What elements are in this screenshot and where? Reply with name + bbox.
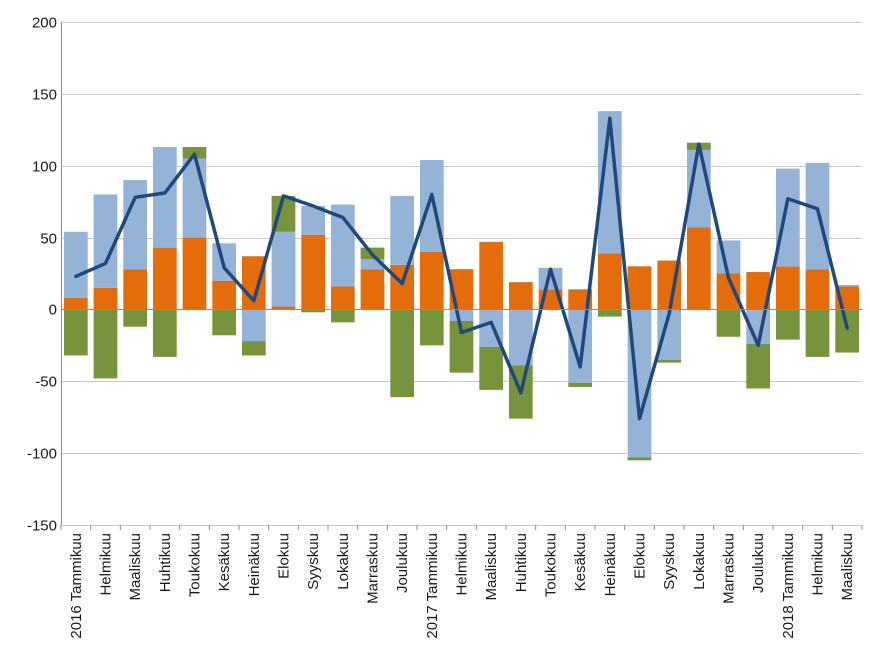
x-tick-label: Kesäkuu (572, 533, 589, 591)
bar-segment (330, 286, 355, 310)
bar-segment (301, 234, 326, 310)
x-tick-label: 2016 Tammikuu (68, 533, 85, 639)
x-tick-label: Huhtikuu (513, 533, 530, 592)
line-series (74, 116, 849, 421)
bar-segment (597, 111, 622, 254)
x-tick-label: Helmikuu (98, 533, 115, 596)
bar-segment (182, 158, 207, 238)
x-tick-label: Maaliskuu (483, 533, 500, 601)
bar-segment (479, 241, 504, 310)
x-tick-label: Toukokuu (543, 533, 560, 597)
bar-segment (746, 343, 771, 389)
bar-segment (568, 309, 593, 383)
bar-segment (657, 359, 682, 363)
y-tick-label: -50 (35, 374, 57, 391)
bar-segment (835, 309, 860, 353)
bar-segment (241, 341, 266, 356)
bar-segment (568, 382, 593, 388)
bar-segment (93, 287, 118, 310)
x-tick-label: Syyskuu (661, 533, 678, 590)
bar-segment (152, 247, 177, 310)
y-axis: -150 -100 -50 0 50 100 150 200 (27, 15, 62, 535)
bar-segment (775, 266, 800, 310)
bar-segment (775, 309, 800, 340)
x-tick-label: Maaliskuu (127, 533, 144, 601)
bar-segment (627, 457, 652, 461)
x-tick-label: Huhtikuu (157, 533, 174, 592)
bar-segment (627, 266, 652, 310)
x-tick-label: Joulukuu (750, 533, 767, 593)
x-tick-label: Marraskuu (721, 533, 738, 604)
bar-segment (212, 309, 237, 336)
x-tick-label: Helmikuu (810, 533, 827, 596)
y-tick-label: 50 (40, 231, 57, 248)
y-tick-label: -100 (27, 446, 57, 463)
x-axis: 2016 Tammikuu Helmikuu Maaliskuu Huhtikuu To… (60, 309, 863, 639)
bar-segment (152, 147, 177, 248)
y-tick-label: 150 (32, 87, 57, 104)
bar-segment (508, 309, 533, 366)
x-tick-label: Toukokuu (187, 533, 204, 597)
bar-segment (597, 309, 622, 317)
bar-segment (805, 269, 830, 310)
bar-segment (241, 309, 266, 342)
bars (63, 111, 860, 461)
bar-segment (182, 237, 207, 310)
bar-segment (775, 168, 800, 267)
y-tick-label: -150 (27, 518, 57, 535)
bar-segment (93, 309, 118, 379)
x-tick-label: Lokakuu (335, 533, 352, 590)
bar-segment (271, 306, 296, 310)
x-tick-label: Kesäkuu (216, 533, 233, 591)
x-tick-label: Helmikuu (454, 533, 471, 596)
bar-segment (716, 309, 741, 337)
bar-segment (805, 309, 830, 357)
bar-segment (271, 231, 296, 307)
bar-segment (419, 251, 444, 310)
x-tick-label: Heinäkuu (602, 533, 619, 596)
x-tick-label: Marraskuu (365, 533, 382, 604)
x-tick-label: Elokuu (276, 533, 293, 579)
bar-segment (301, 205, 326, 235)
bar-segment (123, 309, 148, 327)
bar-segment (63, 231, 88, 298)
x-tick-label: Maaliskuu (839, 533, 856, 601)
bar-segment (449, 309, 474, 321)
x-tick-label: Lokakuu (691, 533, 708, 590)
bar-segment (835, 285, 860, 287)
x-tick-label: Elokuu (632, 533, 649, 579)
bar-segment (390, 309, 415, 398)
bar-segment (686, 227, 711, 310)
x-tick-label: 2018 Tammikuu (780, 533, 797, 639)
bar-segment (360, 259, 385, 270)
y-tick-label: 0 (49, 302, 57, 319)
bar-segment (657, 309, 682, 360)
x-tick-label: Heinäkuu (246, 533, 263, 596)
bar-segment (746, 272, 771, 310)
bar-segment (419, 309, 444, 346)
bar-segment (716, 273, 741, 310)
bar-segment (301, 309, 326, 313)
bar-segment (63, 309, 88, 356)
y-tick-label: 100 (32, 159, 57, 176)
bar-segment (63, 297, 88, 310)
x-tick-label: Syyskuu (305, 533, 322, 590)
bar-segment (449, 320, 474, 373)
bar-segment (123, 269, 148, 310)
bar-segment (330, 309, 355, 323)
bar-segment (152, 309, 177, 357)
bar-segment (123, 180, 148, 270)
bar-segment (390, 195, 415, 265)
bar-segment (390, 264, 415, 310)
x-tick-label: 2017 Tammikuu (424, 533, 441, 639)
bar-segment (597, 253, 622, 310)
bar-segment (212, 280, 237, 310)
x-tick-label: Joulukuu (394, 533, 411, 593)
bar-segment (508, 282, 533, 310)
bar-segment (360, 269, 385, 310)
bar-segment (479, 346, 504, 390)
y-tick-label: 200 (32, 15, 57, 32)
